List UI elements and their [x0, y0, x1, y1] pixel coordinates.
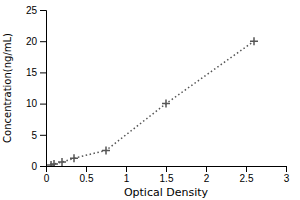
tick: 25 — [26, 5, 46, 16]
tick-mark — [286, 166, 287, 172]
tick-mark — [40, 135, 46, 136]
x-axis-title: Optical Density — [124, 186, 209, 199]
marker — [70, 154, 78, 162]
tick-mark — [126, 166, 127, 172]
tick-mark — [40, 72, 46, 73]
tick-label: 5 — [31, 130, 37, 141]
marker — [250, 37, 258, 45]
marker — [102, 146, 110, 154]
y-axis: 0 5 10 15 20 25 — [26, 5, 47, 172]
tick: 2.5 — [240, 166, 254, 184]
tick-label: 2 — [204, 173, 210, 184]
tick-label: 0 — [44, 173, 50, 184]
tick-mark — [246, 166, 247, 172]
tick-mark — [40, 104, 46, 105]
tick-label: 10 — [26, 98, 38, 109]
tick-mark — [86, 166, 87, 172]
axis-line — [47, 167, 287, 173]
x-axis: 0 0.5 1 1.5 2 2.5 3 — [44, 166, 290, 184]
tick-label: 20 — [26, 36, 38, 47]
tick: 0 — [31, 161, 46, 172]
tick: 10 — [26, 98, 46, 109]
tick-mark — [166, 166, 167, 172]
marker — [58, 158, 66, 166]
y-axis-title: Concentration(ng/mL) — [2, 33, 13, 143]
tick-mark — [40, 10, 46, 11]
tick-label: 25 — [26, 5, 38, 16]
marks — [47, 37, 258, 166]
tick-label: 0 — [31, 161, 37, 172]
tick-label: 2.5 — [240, 173, 254, 184]
tick-mark — [40, 166, 46, 167]
line — [51, 41, 254, 165]
tick: 3 — [284, 166, 290, 184]
tick-mark — [206, 166, 207, 172]
tick-mark — [40, 41, 46, 42]
tick: 0.5 — [80, 166, 94, 184]
tick-label: 3 — [284, 173, 290, 184]
tick-label: 0.5 — [80, 173, 94, 184]
tick: 1 — [124, 166, 130, 184]
tick: 2 — [204, 166, 210, 184]
tick: 0 — [44, 166, 50, 184]
tick-label: 15 — [26, 67, 38, 78]
tick: 1.5 — [160, 166, 174, 184]
tick: 15 — [26, 67, 46, 78]
marker — [162, 100, 170, 108]
tick: 5 — [31, 130, 46, 141]
marker — [50, 160, 58, 166]
tick-label: 1 — [124, 173, 130, 184]
tick-label: 1.5 — [160, 173, 174, 184]
tick: 20 — [26, 36, 46, 47]
axis-line — [40, 11, 47, 167]
plot: 0 0.5 1 1.5 2 2.5 3 0 5 10 15 20 25 — [26, 5, 290, 184]
chart: 0 0.5 1 1.5 2 2.5 3 0 5 10 15 20 25 Optical Density Co… — [0, 0, 300, 200]
